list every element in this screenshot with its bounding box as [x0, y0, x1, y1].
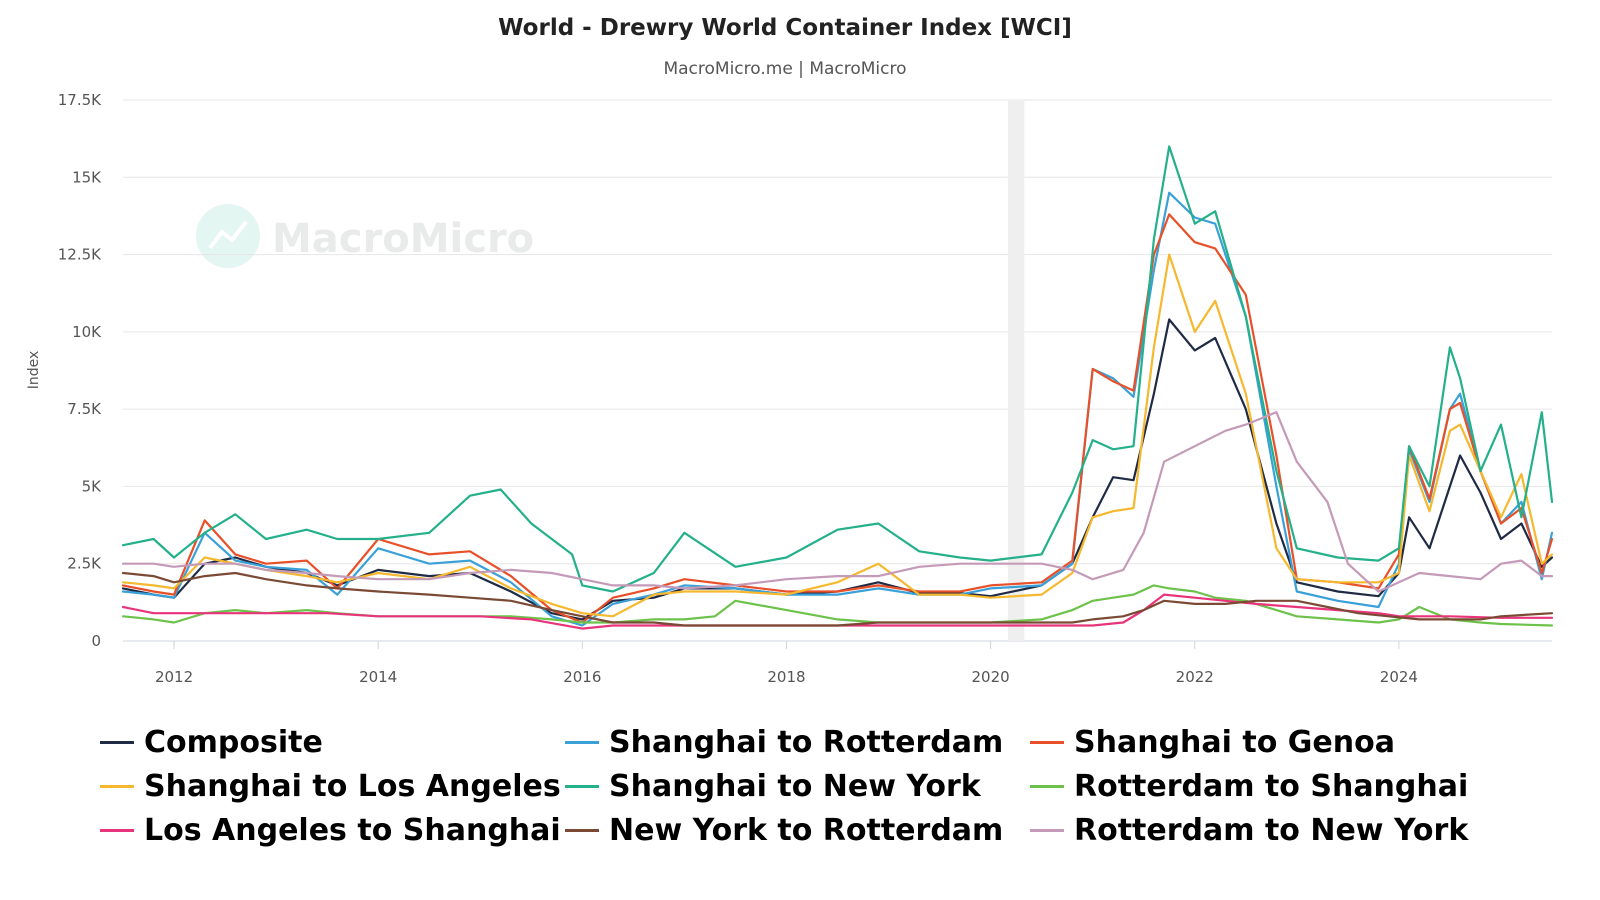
legend-label: Shanghai to New York — [609, 768, 981, 804]
legend-item-composite[interactable]: Composite — [100, 722, 565, 762]
recession-shading — [1007, 100, 1025, 641]
recession-band — [1007, 100, 1025, 641]
legend-swatch — [565, 784, 599, 788]
series-line-los-angeles-to-shanghai — [121, 593, 1554, 630]
legend-item-rotterdam-to-shanghai[interactable]: Rotterdam to Shanghai — [1030, 766, 1520, 806]
series-line-composite — [121, 318, 1554, 621]
legend-swatch — [565, 740, 599, 744]
grid-lines — [123, 99, 1552, 642]
watermark-logo: MacroMicro — [196, 204, 534, 268]
legend-swatch — [100, 740, 134, 744]
legend-swatch — [1030, 828, 1064, 832]
series-line-shanghai-to-los-angeles — [121, 253, 1554, 618]
y-tick-label: 17.5K — [58, 91, 102, 109]
legend-item-shanghai-to-rotterdam[interactable]: Shanghai to Rotterdam — [565, 722, 1030, 762]
legend-swatch — [565, 828, 599, 832]
legend-item-shanghai-to-los-angeles[interactable]: Shanghai to Los Angeles — [100, 766, 565, 806]
legend-swatch — [100, 784, 134, 788]
watermark-logo-mark — [208, 220, 248, 250]
chart-legend: Composite Shanghai to Rotterdam Shanghai t… — [100, 722, 1520, 850]
series-lines — [121, 145, 1554, 630]
series-line-shanghai-to-rotterdam — [121, 191, 1554, 627]
chart-title: World - Drewry World Container Index [WC… — [498, 15, 1072, 41]
legend-item-los-angeles-to-shanghai[interactable]: Los Angeles to Shanghai — [100, 810, 565, 850]
chart-subtitle: MacroMicro.me | MacroMicro — [663, 59, 906, 79]
legend-swatch — [1030, 740, 1064, 744]
legend-label: Shanghai to Genoa — [1074, 724, 1395, 760]
legend-swatch — [1030, 784, 1064, 788]
legend-label: Rotterdam to New York — [1074, 812, 1469, 848]
x-tick-label: 2012 — [155, 668, 193, 686]
legend-label: Los Angeles to Shanghai — [144, 812, 561, 848]
x-tick-label: 2024 — [1380, 668, 1418, 686]
legend-item-shanghai-to-genoa[interactable]: Shanghai to Genoa — [1030, 722, 1520, 762]
series-line-shanghai-to-new-york — [121, 145, 1554, 593]
watermark-text: MacroMicro — [272, 216, 534, 262]
legend-swatch — [100, 828, 134, 832]
x-tick-label: 2018 — [767, 668, 805, 686]
legend-item-rotterdam-to-new-york[interactable]: Rotterdam to New York — [1030, 810, 1520, 850]
x-tick-label: 2014 — [359, 668, 397, 686]
y-tick-label: 0 — [91, 632, 101, 650]
legend-label: Rotterdam to Shanghai — [1074, 768, 1469, 804]
series-line-rotterdam-to-new-york — [121, 411, 1554, 593]
legend-label: Composite — [144, 724, 323, 760]
legend-item-shanghai-to-new-york[interactable]: Shanghai to New York — [565, 766, 1030, 806]
y-tick-label: 7.5K — [67, 400, 102, 418]
legend-label: Shanghai to Los Angeles — [144, 768, 561, 804]
y-tick-label: 2.5K — [67, 555, 102, 573]
x-tick-label: 2016 — [563, 668, 601, 686]
y-axis-title: Index — [26, 351, 42, 390]
x-tick-label: 2020 — [972, 668, 1010, 686]
y-tick-label: 10K — [72, 323, 102, 341]
legend-label: Shanghai to Rotterdam — [609, 724, 1004, 760]
y-axis-ticks: 0 2.5K 5K 7.5K 10K 12.5K 15K 17.5K — [58, 91, 102, 650]
series-line-shanghai-to-genoa — [121, 213, 1554, 624]
y-tick-label: 12.5K — [58, 246, 102, 264]
x-axis-ticks: 2012 2014 2016 2018 2020 2022 2024 — [155, 641, 1418, 686]
y-tick-label: 15K — [72, 168, 102, 186]
y-tick-label: 5K — [82, 477, 103, 495]
legend-label: New York to Rotterdam — [609, 812, 1004, 848]
legend-item-new-york-to-rotterdam[interactable]: New York to Rotterdam — [565, 810, 1030, 850]
series-line-new-york-to-rotterdam — [121, 571, 1554, 627]
x-tick-label: 2022 — [1176, 668, 1214, 686]
